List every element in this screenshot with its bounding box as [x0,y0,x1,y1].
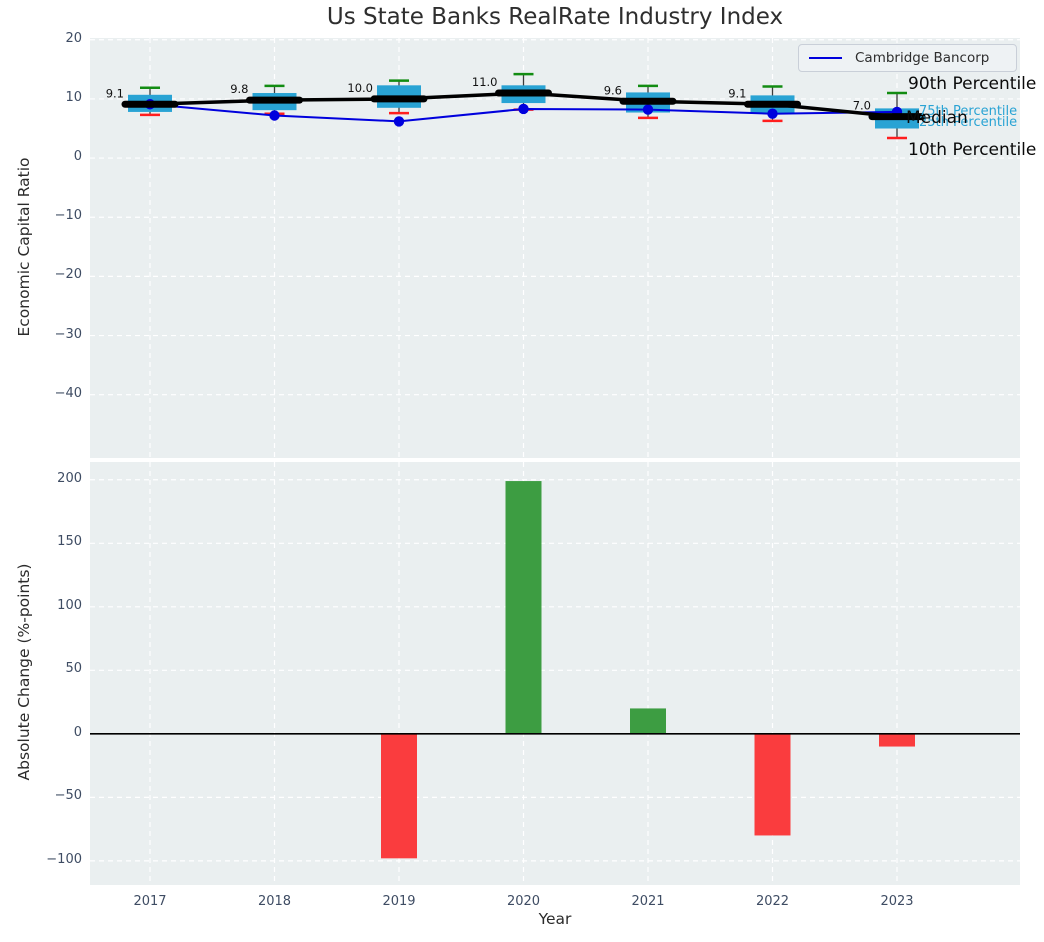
bar-2021 [630,708,666,734]
top-y-tick-−20: −20 [54,267,82,283]
bottom-y-tick-−100: −100 [46,851,82,867]
top-y-axis-label: Economic Capital Ratio [15,157,33,337]
legend-label: Cambridge Bancorp [855,50,990,66]
x-tick-2019: 2019 [382,894,416,909]
company-marker-2021 [642,104,654,115]
company-marker-2022 [767,108,778,119]
x-tick-2018: 2018 [257,894,292,909]
annotation-10th-percentile: 10th Percentile [908,140,1037,160]
legend: Cambridge Bancorp [798,44,1017,72]
top-y-tick-−30: −30 [54,326,82,342]
boxplot-chart: 9.1 9.8 10.0 11.0 9.6 9.1 7.0 [90,38,1020,458]
median-value-label-2019: 10.0 [347,81,373,95]
company-marker-2020 [518,103,529,115]
x-axis-label: Year [538,910,572,928]
chart-title: Us State Banks RealRate Industry Index [326,4,784,30]
top-y-tick-20: 20 [65,30,82,46]
median-value-label-2020: 11.0 [472,75,498,89]
bar-2023 [879,733,915,747]
bar-2020 [505,481,542,734]
x-tick-2017: 2017 [133,894,167,909]
bottom-y-tick-−50: −50 [54,788,82,804]
x-tick-2020: 2020 [506,894,541,909]
bottom-y-tick-150: 150 [57,534,82,550]
median-value-label-2022: 9.1 [728,86,746,100]
x-tick-2023: 2023 [880,894,914,909]
annotation-median: Median [906,108,968,128]
bottom-y-tick-100: 100 [57,597,82,613]
company-marker-2018 [269,110,280,121]
median-value-label-2018: 9.8 [230,82,248,96]
annotation-25th-percentile: 25th Percentile [919,115,1018,130]
x-tick-2021: 2021 [631,894,665,909]
top-y-tick-0: 0 [73,149,82,165]
bar-2019 [381,733,417,859]
median-value-label-2023: 7.0 [853,99,871,113]
x-tick-2022: 2022 [755,894,790,909]
annotation-90th-percentile: 90th Percentile [908,74,1037,94]
top-y-tick-−40: −40 [54,385,82,401]
top-plot-area: 9.1 9.8 10.0 11.0 9.6 9.1 7.0 75th Percentile … [90,38,1036,458]
bottom-y-tick-50: 50 [65,661,82,677]
company-marker-2019 [393,116,405,127]
bottom-y-tick-200: 200 [57,470,82,486]
top-y-tick-−10: −10 [54,208,82,224]
bar-2022 [754,733,791,836]
top-y-tick-10: 10 [65,89,82,105]
bottom-plot-area [90,462,1020,885]
median-value-label-2017: 9.1 [106,86,124,100]
bar-chart [90,462,1020,885]
annotation-75th-percentile: 75th Percentile [919,104,1018,119]
legend-line-swatch [809,57,842,59]
median-value-label-2021: 9.6 [604,83,622,97]
bottom-y-tick-0: 0 [73,724,82,740]
